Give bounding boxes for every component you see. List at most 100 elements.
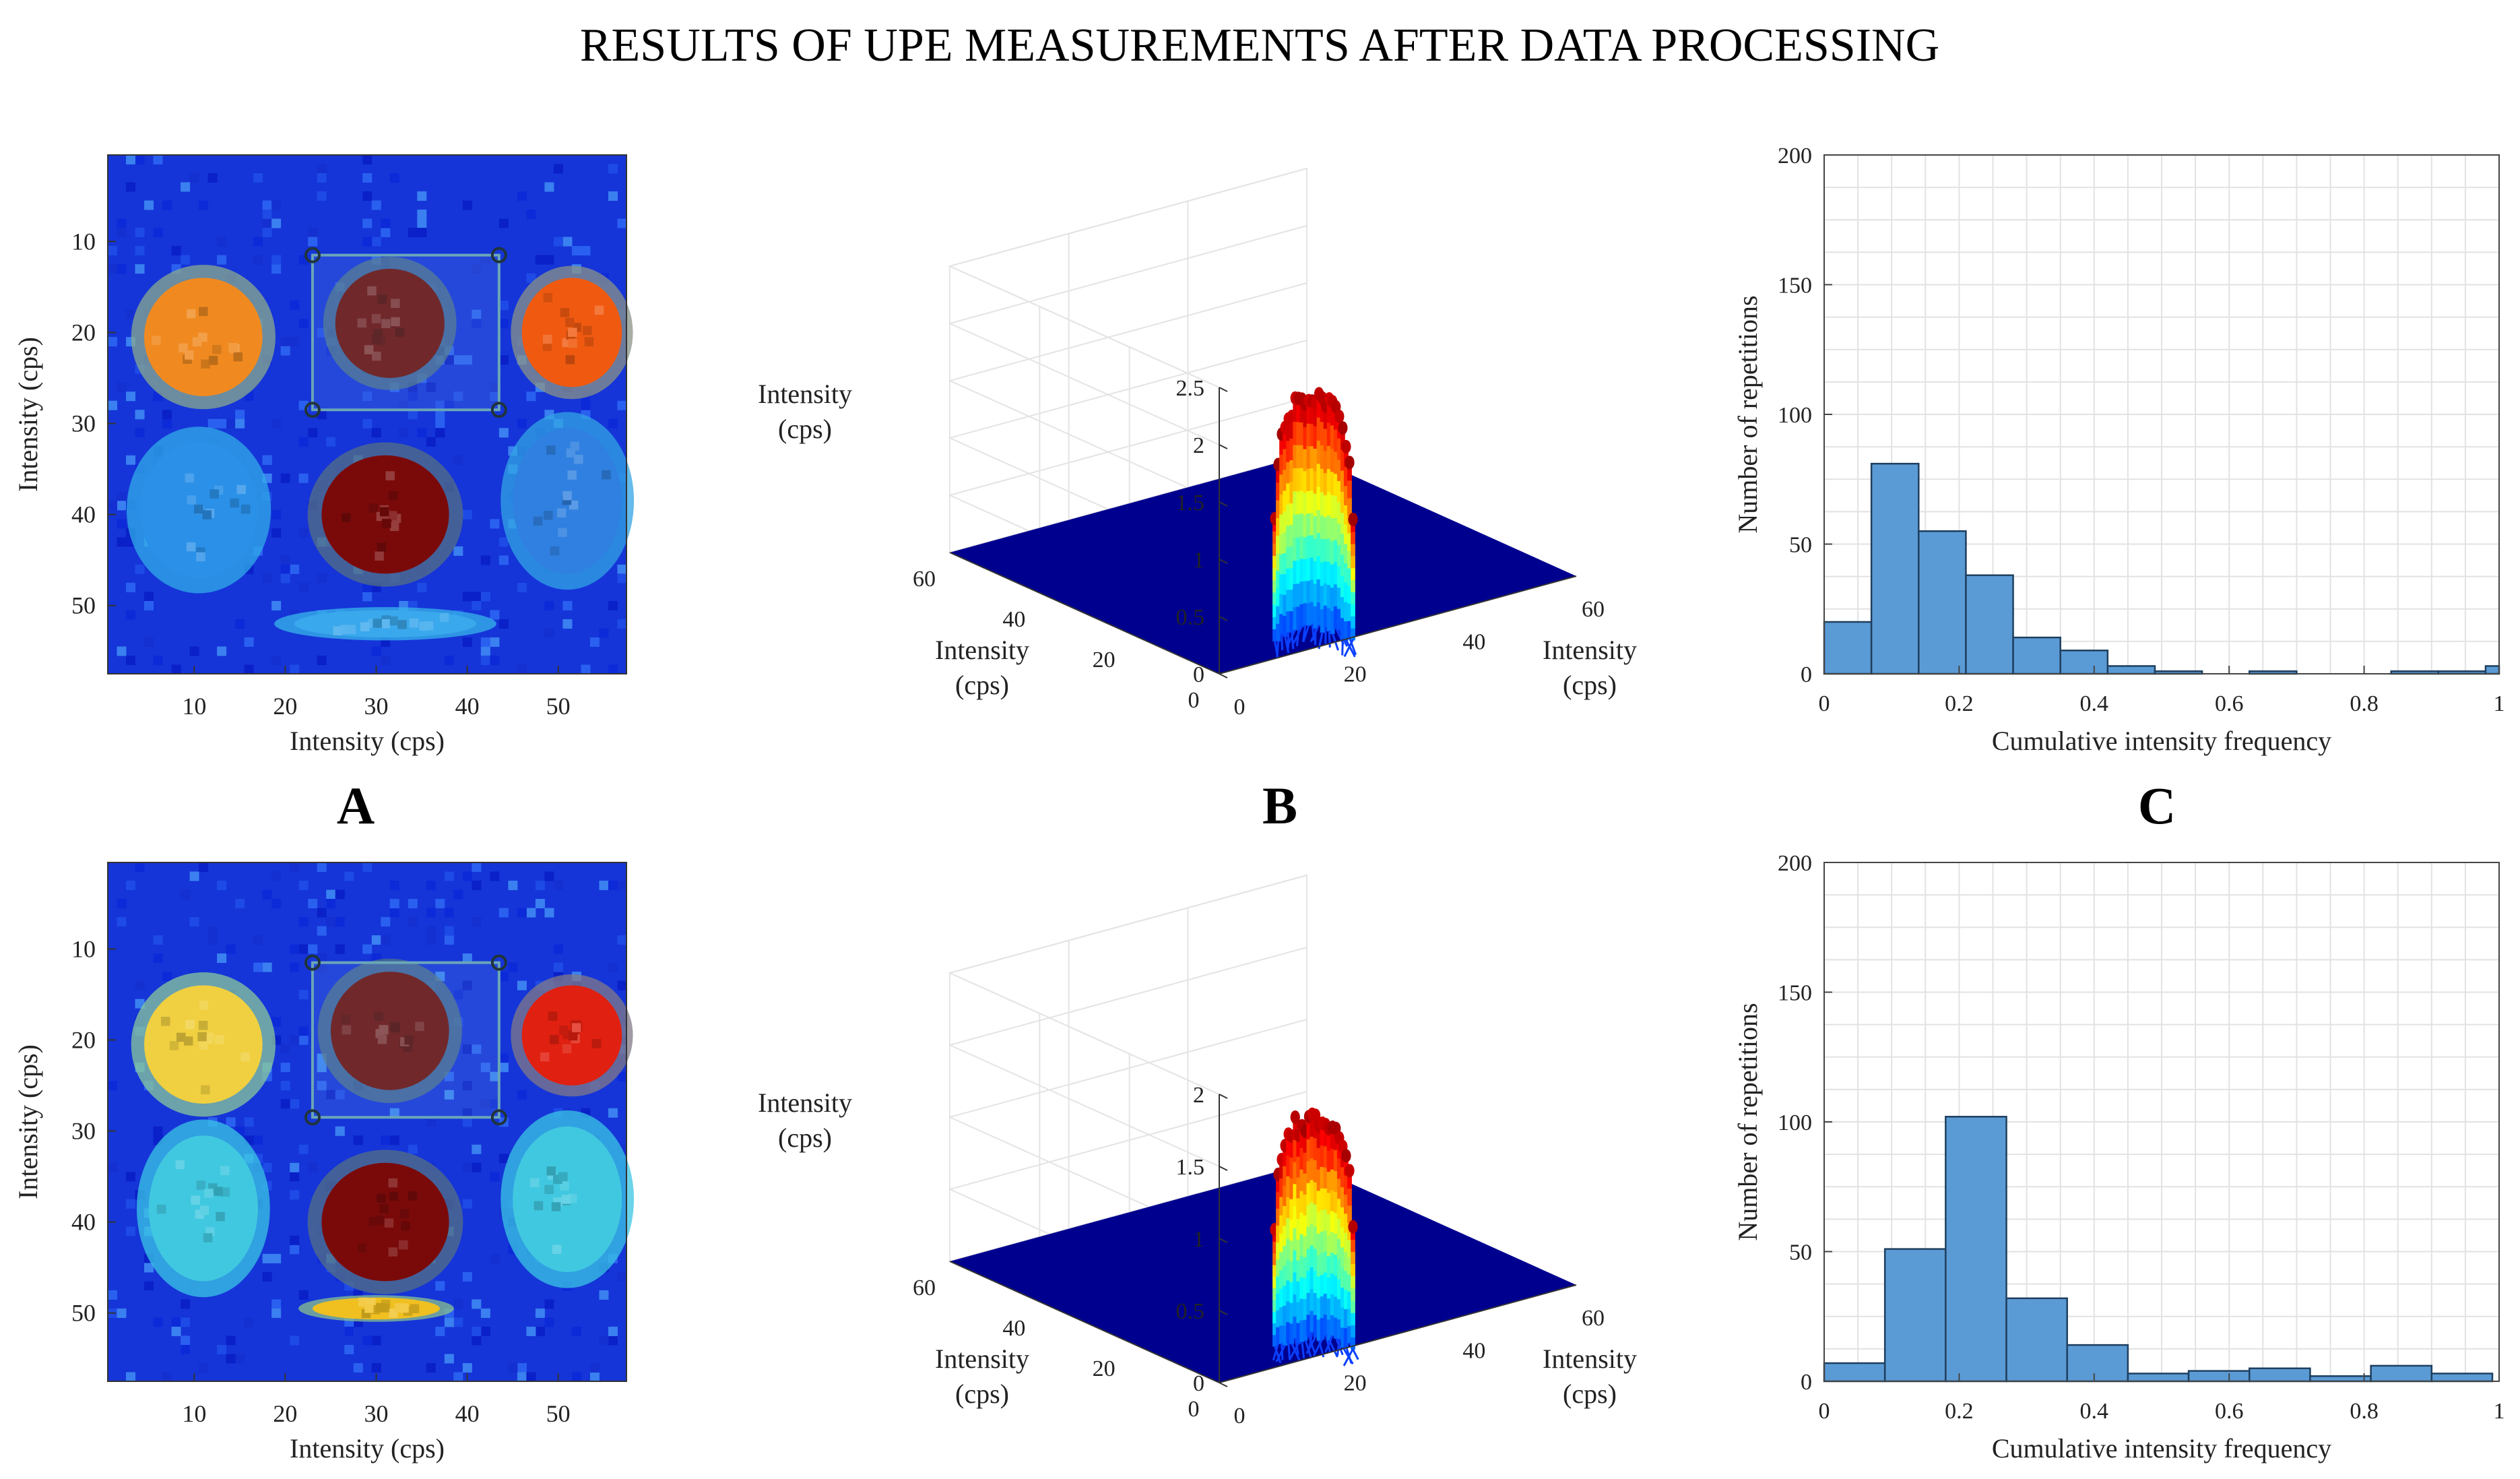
heatmap-spot-cell [379, 507, 389, 517]
heatmap-cell [535, 1326, 545, 1336]
surface-strip-segment [1272, 1264, 1277, 1277]
surface-strip-segment [1326, 1319, 1332, 1341]
surface-strip-segment [1347, 532, 1352, 551]
roi-handle [490, 1109, 507, 1126]
surface-strip-segment [1310, 401, 1315, 424]
heatmap-cell [526, 1372, 536, 1382]
surface-strip-segment [1310, 1288, 1315, 1311]
surface-strip-segment [1279, 1325, 1285, 1344]
heatmap-spot-cell [401, 1221, 410, 1231]
surface-strip-segment [1289, 546, 1295, 569]
surface-strip-segment [1340, 1206, 1345, 1228]
z-tick-label: 1.5 [1176, 1155, 1205, 1180]
surface-strip-segment [1340, 1247, 1345, 1268]
surface-strip-segment [1306, 445, 1312, 469]
y-tick-label: 200 [1778, 851, 1812, 876]
x-tick-label: 50 [546, 693, 571, 720]
surface-strip-segment [1310, 1266, 1315, 1290]
surface-strip-segment [1330, 402, 1335, 426]
histogram-bar [2066, 1344, 2129, 1383]
heatmap-spot-cell [560, 1181, 569, 1191]
surface-strip-segment [1296, 1156, 1301, 1178]
surface-strip-segment [1276, 1174, 1281, 1192]
heatmap-cell [426, 1117, 436, 1127]
roi-handle [304, 247, 321, 263]
histogram-bar [1883, 1248, 1947, 1383]
heatmap-cell [290, 862, 300, 873]
heatmap-cell [117, 519, 127, 529]
surface-strip-segment [1347, 480, 1352, 499]
heatmap-cell [153, 228, 163, 238]
heatmap-cell [435, 418, 445, 429]
surface-strip-segment [1272, 542, 1277, 557]
surface-strip-segment [1313, 1159, 1318, 1183]
histogram-bar [2012, 636, 2061, 675]
surface-strip-segment [1272, 555, 1277, 569]
heatmap-spot-cell [169, 1041, 179, 1050]
surface-foot [1286, 629, 1297, 648]
surface-strip-segment [1336, 1198, 1342, 1220]
surface-strip-segment [1340, 470, 1345, 492]
heatmap-cell [171, 664, 181, 674]
surface-strip-segment [1323, 1314, 1328, 1336]
surface-strip-segment [1323, 516, 1328, 540]
heatmap-cell [498, 428, 509, 438]
heatmap-cell [162, 418, 172, 429]
heatmap-cell [280, 1099, 290, 1109]
z-tick-label: 2 [1193, 1083, 1204, 1108]
heatmap-cell [517, 1362, 527, 1373]
heatmap-spot-cell [391, 298, 400, 309]
heatmap-cell [271, 218, 282, 228]
heatmap-cell [144, 1263, 154, 1273]
y-tick-label: 200 [1778, 144, 1812, 168]
heatmap-cell [244, 664, 254, 674]
surface-strip-segment [1330, 587, 1335, 611]
surface-strip-segment [1320, 421, 1325, 446]
surface-strip-segment [1283, 553, 1288, 575]
heatmap-spot-cell [364, 1304, 374, 1313]
surface-strip-segment [1351, 579, 1355, 592]
surface-strip-segment [1343, 1232, 1349, 1252]
heatmap-cell [153, 1126, 163, 1136]
heatmap-cell [608, 1335, 618, 1346]
heatmap-cell [298, 990, 309, 1000]
x-tick-label: 0.6 [2215, 691, 2244, 716]
surface-strip-segment [1340, 449, 1345, 471]
z-axis-label-line1: Intensity [758, 1088, 852, 1118]
surface-strip-segment [1293, 1183, 1298, 1207]
surface-strip-segment [1310, 579, 1315, 602]
heatmap-spot-cell [388, 1247, 398, 1257]
surface-strip-segment [1283, 1205, 1288, 1226]
surface-strip-segment [1333, 1233, 1338, 1255]
heatmap-spot-cell [377, 1193, 386, 1203]
surface-strip-segment [1303, 1214, 1308, 1236]
surface-cap [1290, 1110, 1300, 1125]
heatmap-cell [462, 1162, 472, 1172]
surface-strip-segment [1347, 1170, 1352, 1189]
surface-strip-segment [1330, 1210, 1335, 1232]
surface-panel-top: 00.511.522.520406000204060Intensity(cps)… [758, 167, 1637, 720]
heatmap-spot-cell [201, 359, 210, 369]
surface-strip-segment [1316, 394, 1322, 418]
heatmap-cell [326, 1090, 336, 1100]
surface-strip-segment [1283, 1185, 1288, 1206]
heatmap-spot-cell [192, 337, 202, 346]
surface-strip-segment [1336, 1178, 1342, 1199]
heatmap-spot-cell [156, 1204, 166, 1214]
heatmap-cell [181, 1344, 191, 1354]
heatmap-spot-cell [540, 1052, 550, 1062]
heatmap-cell [426, 908, 436, 918]
heatmap-spot-cell [584, 337, 594, 346]
surface-strip-segment [1320, 1274, 1325, 1297]
surface-strip-segment [1326, 514, 1332, 539]
surface-strip-segment [1326, 445, 1332, 470]
y-tick-label: 20 [71, 1026, 96, 1053]
heatmap-cell [244, 637, 254, 647]
y-axis-label-line2: (cps) [955, 1379, 1009, 1409]
surface-strip-segment [1276, 464, 1281, 483]
heatmap-cell [453, 391, 463, 402]
heatmap-cell [126, 610, 136, 620]
surface-strip-segment [1323, 494, 1328, 517]
heatmap-cell [135, 980, 145, 990]
x-axis-label-line2: (cps) [1563, 1379, 1617, 1409]
